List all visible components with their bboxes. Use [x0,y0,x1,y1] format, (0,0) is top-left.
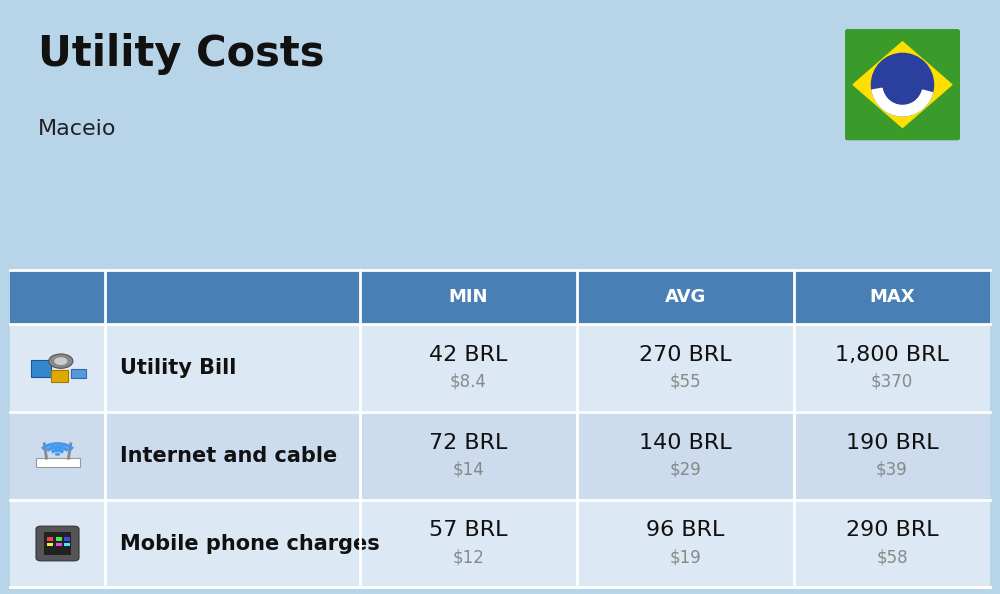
Text: $370: $370 [871,373,913,391]
Bar [56,538,62,541]
Text: $58: $58 [876,549,908,567]
Bar [64,543,70,546]
Bar [577,270,794,324]
FancyBboxPatch shape [845,29,960,140]
Text: 72 BRL: 72 BRL [429,432,508,453]
Text: Internet and cable: Internet and cable [120,446,337,466]
Text: Mobile phone charges: Mobile phone charges [120,533,380,554]
Text: 190 BRL: 190 BRL [846,432,938,453]
Text: 270 BRL: 270 BRL [639,345,732,365]
Bar [10,500,990,587]
Circle shape [55,453,60,456]
Text: MAX: MAX [869,288,915,306]
Text: $55: $55 [670,373,701,391]
Text: 1,800 BRL: 1,800 BRL [835,345,949,365]
Text: Utility Costs: Utility Costs [38,33,324,75]
Bar [44,532,71,555]
Bar [10,270,360,324]
Text: $19: $19 [670,549,701,567]
Text: 96 BRL: 96 BRL [646,520,725,541]
Circle shape [871,53,934,116]
Bar [10,324,990,412]
Bar [47,543,53,546]
Circle shape [54,357,67,365]
Bar [64,538,70,541]
Text: $39: $39 [876,461,908,479]
Text: $12: $12 [453,549,484,567]
Text: 42 BRL: 42 BRL [429,345,508,365]
Bar [51,370,68,382]
Circle shape [49,354,73,368]
Bar [56,543,62,546]
FancyBboxPatch shape [36,526,79,561]
Text: 57 BRL: 57 BRL [429,520,508,541]
Bar [31,360,51,377]
Bar [47,538,53,541]
Text: MIN: MIN [449,288,488,306]
Wedge shape [872,89,932,116]
Text: Utility Bill: Utility Bill [120,358,236,378]
Bar [10,412,990,500]
Bar [71,369,86,378]
Text: AVG: AVG [665,288,706,306]
Bar [360,270,577,324]
Text: 140 BRL: 140 BRL [639,432,732,453]
Bar [36,458,80,467]
Text: 290 BRL: 290 BRL [846,520,938,541]
Bar [794,270,990,324]
Text: Maceio: Maceio [38,119,116,139]
Text: $8.4: $8.4 [450,373,487,391]
Polygon shape [853,42,952,128]
Text: $14: $14 [453,461,484,479]
Text: $29: $29 [670,461,701,479]
